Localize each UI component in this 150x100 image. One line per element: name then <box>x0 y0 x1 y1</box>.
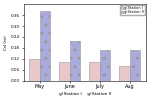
X-axis label: g(Station I    g(Station II: g(Station I g(Station II <box>58 92 111 96</box>
Bar <box>40 11 50 81</box>
Bar <box>100 50 110 81</box>
Bar <box>29 59 40 81</box>
Bar <box>89 62 100 81</box>
Bar <box>70 41 80 81</box>
Legend: g(Station I, g(Station II: g(Station I, g(Station II <box>120 5 145 16</box>
Bar <box>59 62 70 81</box>
Bar <box>119 66 130 81</box>
Y-axis label: Cd (m): Cd (m) <box>4 35 8 50</box>
Bar <box>130 50 140 81</box>
